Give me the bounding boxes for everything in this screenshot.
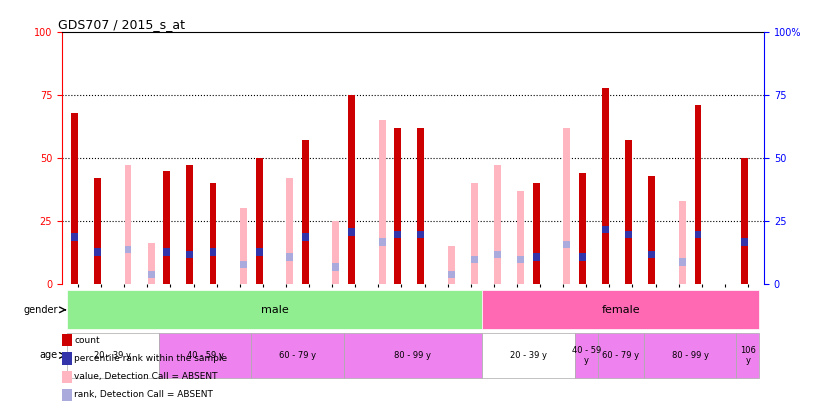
Bar: [695, 105, 701, 284]
Bar: [67, 290, 482, 329]
Bar: [348, 95, 355, 284]
Bar: [494, 166, 501, 284]
Bar: [125, 246, 131, 254]
Text: GDS707 / 2015_s_at: GDS707 / 2015_s_at: [59, 18, 186, 31]
Bar: [302, 141, 309, 284]
Bar: [302, 233, 309, 241]
Bar: [164, 171, 170, 284]
Bar: [348, 228, 355, 236]
Bar: [602, 226, 609, 233]
Bar: [286, 178, 293, 284]
Bar: [148, 271, 154, 279]
Text: value, Detection Call = ABSENT: value, Detection Call = ABSENT: [74, 372, 218, 381]
Bar: [240, 208, 247, 284]
Text: 60 - 79 y: 60 - 79 y: [279, 351, 316, 360]
Bar: [533, 254, 540, 261]
Bar: [579, 254, 586, 261]
Bar: [94, 248, 101, 256]
Bar: [741, 238, 748, 246]
Bar: [695, 231, 701, 238]
Bar: [602, 87, 609, 284]
Bar: [679, 258, 686, 266]
Bar: [256, 248, 263, 256]
Text: 60 - 79 y: 60 - 79 y: [602, 351, 639, 360]
Bar: [417, 128, 425, 284]
Text: 80 - 99 y: 80 - 99 y: [672, 351, 709, 360]
Bar: [417, 231, 425, 238]
Text: male: male: [260, 305, 288, 315]
Bar: [125, 166, 131, 284]
Bar: [67, 333, 159, 378]
Bar: [394, 128, 401, 284]
Bar: [533, 183, 540, 284]
Bar: [598, 333, 644, 378]
Bar: [164, 248, 170, 256]
Text: 106
y: 106 y: [740, 346, 756, 365]
Bar: [482, 290, 759, 329]
Bar: [517, 191, 524, 284]
Bar: [644, 333, 736, 378]
Bar: [344, 333, 482, 378]
Text: gender: gender: [23, 305, 58, 315]
Bar: [448, 246, 455, 284]
Text: 40 - 59
y: 40 - 59 y: [572, 346, 601, 365]
Bar: [482, 333, 575, 378]
Bar: [187, 166, 193, 284]
Bar: [94, 178, 101, 284]
Bar: [332, 263, 339, 271]
Text: rank, Detection Call = ABSENT: rank, Detection Call = ABSENT: [74, 390, 213, 399]
Bar: [575, 333, 598, 378]
Bar: [648, 175, 655, 284]
Text: age: age: [40, 350, 58, 360]
Text: 80 - 99 y: 80 - 99 y: [395, 351, 431, 360]
Bar: [679, 200, 686, 284]
Bar: [148, 243, 154, 284]
Bar: [471, 256, 478, 263]
Bar: [394, 231, 401, 238]
Text: 40 - 59 y: 40 - 59 y: [187, 351, 224, 360]
Bar: [240, 261, 247, 269]
Bar: [71, 233, 78, 241]
Bar: [736, 333, 759, 378]
Bar: [187, 251, 193, 258]
Text: count: count: [74, 336, 100, 345]
Bar: [563, 128, 570, 284]
Bar: [741, 158, 748, 284]
Text: female: female: [601, 305, 640, 315]
Bar: [256, 158, 263, 284]
Bar: [378, 120, 386, 284]
Bar: [579, 173, 586, 284]
Bar: [378, 238, 386, 246]
Bar: [625, 141, 632, 284]
Text: 20 - 39 y: 20 - 39 y: [94, 351, 131, 360]
Bar: [71, 113, 78, 284]
Bar: [332, 221, 339, 284]
Bar: [210, 183, 216, 284]
Text: 20 - 39 y: 20 - 39 y: [510, 351, 547, 360]
Bar: [210, 248, 216, 256]
Bar: [494, 251, 501, 258]
Bar: [448, 271, 455, 279]
Bar: [159, 333, 251, 378]
Text: percentile rank within the sample: percentile rank within the sample: [74, 354, 227, 363]
Bar: [648, 251, 655, 258]
Bar: [471, 183, 478, 284]
Bar: [517, 256, 524, 263]
Bar: [251, 333, 344, 378]
Bar: [625, 231, 632, 238]
Bar: [286, 254, 293, 261]
Bar: [563, 241, 570, 248]
